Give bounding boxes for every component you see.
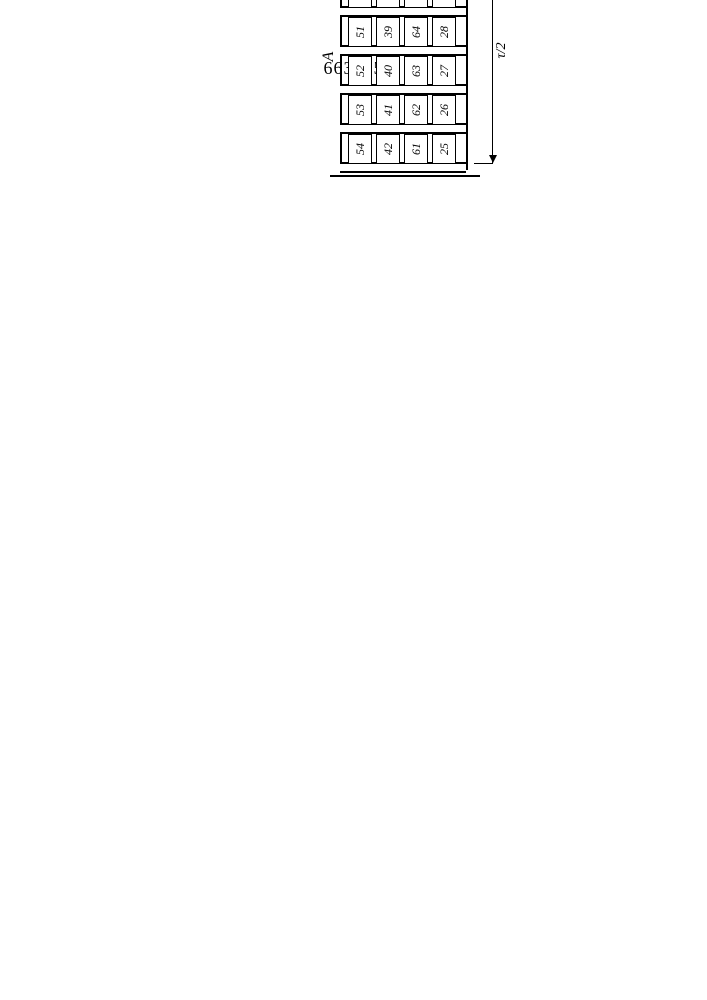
page: 663025 544261255341622652406327513964285…: [0, 0, 707, 1000]
winding-cell: 62: [404, 95, 428, 125]
winding-cell: 28: [432, 17, 456, 47]
winding-cell: 41: [376, 95, 400, 125]
winding-diagram: 54426125 53416226 52406327 51396428 50 38 65 29…: [340, 0, 520, 170]
arrow-left-icon: [489, 155, 497, 163]
diagram-wrap: 54426125 53416226 52406327 51396428 50 38 65 29…: [340, 0, 520, 170]
slot-column: 50 38 65 29: [348, 0, 458, 8]
winding-cell: 64: [404, 17, 428, 47]
frame-bot-line: [466, 0, 468, 170]
slot-column: 54426125: [348, 134, 458, 164]
winding-cell: 39: [376, 17, 400, 47]
winding-cell: 54: [348, 134, 372, 164]
winding-cell: 38: [376, 0, 400, 8]
winding-cell: 65: [404, 0, 428, 8]
winding-cell: 52: [348, 56, 372, 86]
phase-group-label: A: [320, 52, 338, 62]
winding-cell: 50: [348, 0, 372, 8]
tau-half-bracket: τ/2: [474, 0, 493, 164]
frame-end-tick: [330, 175, 480, 177]
winding-cell: 29: [432, 0, 456, 8]
winding-cell: 26: [432, 95, 456, 125]
winding-cell: 42: [376, 134, 400, 164]
slot-column: 52406327: [348, 56, 458, 86]
winding-cell: 51: [348, 17, 372, 47]
tau-half-label: τ/2: [494, 0, 510, 163]
slot-column: 51396428: [348, 17, 458, 47]
winding-cell: 61: [404, 134, 428, 164]
slot-column: 53416226: [348, 95, 458, 125]
winding-cell: 63: [404, 56, 428, 86]
winding-cell: 40: [376, 56, 400, 86]
winding-cell: 27: [432, 56, 456, 86]
winding-cell: 25: [432, 134, 456, 164]
winding-cell: 53: [348, 95, 372, 125]
